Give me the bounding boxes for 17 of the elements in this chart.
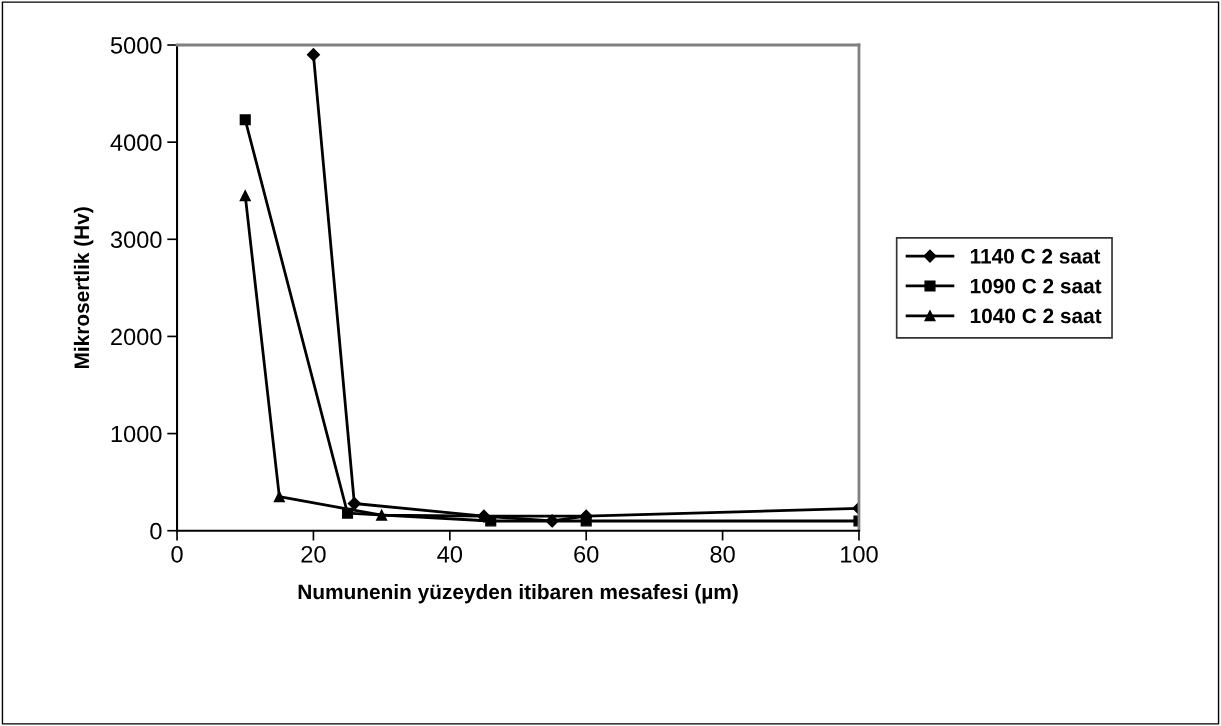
y-tick-label: 0: [150, 522, 162, 540]
x-tick-label: 20: [301, 545, 326, 563]
legend-label: 1040 C 2 saat: [970, 308, 1102, 324]
legend-label: 1090 C 2 saat: [970, 278, 1102, 294]
x-tick-label: 40: [437, 545, 463, 563]
x-tick-label: 100: [841, 545, 878, 563]
x-tick-label: 80: [710, 545, 735, 563]
y-tick-label: 3000: [110, 231, 162, 249]
x-tick-label: 60: [574, 545, 599, 563]
x-axis-title: Numunenin yüzeyden itibaren mesafesi (µm): [298, 583, 738, 604]
y-tick-label: 2000: [111, 328, 162, 346]
y-tick-label: 4000: [110, 134, 162, 151]
y-tick-label: 1000: [111, 425, 162, 443]
y-tick-label: 5000: [110, 37, 162, 54]
x-tick-label: 0: [171, 545, 183, 563]
legend-label: 1140 C 2 saat: [970, 248, 1101, 264]
y-axis-title: Mikrosertlik (Hv): [73, 207, 94, 369]
